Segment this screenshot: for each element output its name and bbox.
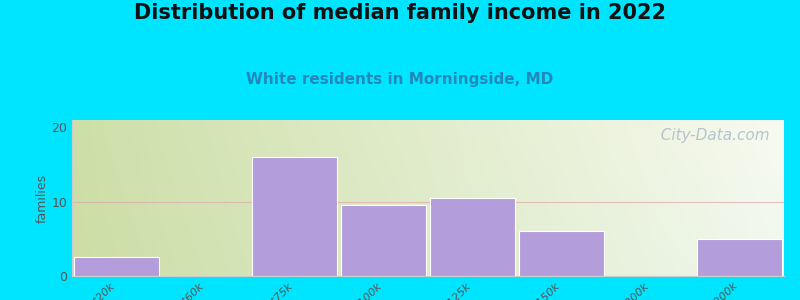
Text: City-Data.com: City-Data.com (651, 128, 770, 143)
Bar (342, 206, 426, 276)
Bar (519, 231, 604, 276)
Bar (430, 198, 514, 276)
Bar (252, 157, 337, 276)
Bar (74, 257, 158, 276)
Bar (698, 239, 782, 276)
Y-axis label: families: families (35, 173, 49, 223)
Text: Distribution of median family income in 2022: Distribution of median family income in … (134, 3, 666, 23)
Text: White residents in Morningside, MD: White residents in Morningside, MD (246, 72, 554, 87)
